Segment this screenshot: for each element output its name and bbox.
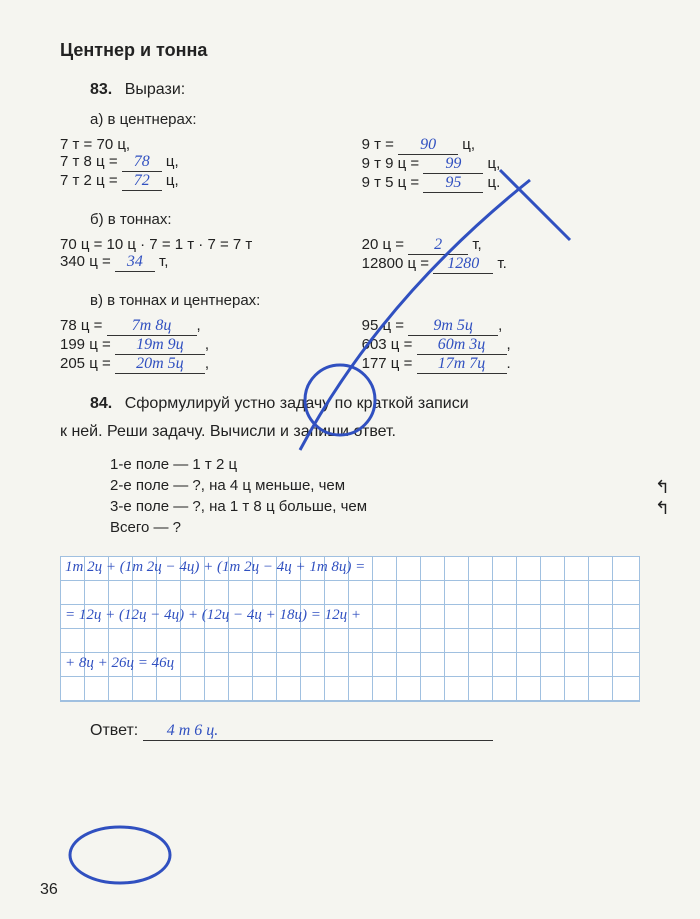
line-b-l0: 70 ц = 10 ц · 7 = 1 т · 7 = 7 т	[60, 236, 338, 253]
line-c-l0: 78 ц = 7т 8ц,	[60, 317, 338, 336]
line-b-r0: 20 ц = 2 т,	[362, 236, 640, 255]
line-c-l2: 205 ц = 20т 5ц,	[60, 355, 338, 374]
subtask-b: б) в тоннах:	[90, 211, 640, 228]
subtask-c: в) в тоннах и центнерах:	[90, 292, 640, 309]
line-c-r1: 603 ц = 60т 3ц,	[362, 336, 640, 355]
line-a-l2: 7 т 2 ц = 72 ц,	[60, 172, 338, 191]
line-c-l1: 199 ц = 19т 9ц,	[60, 336, 338, 355]
pen-circle	[60, 820, 180, 890]
answer-line: Ответ: 4 т 6 ц.	[90, 722, 640, 741]
answer-label: Ответ:	[90, 722, 138, 739]
arrow-icon: ↰	[655, 477, 670, 498]
line-c-r0: 95 ц = 9т 5ц,	[362, 317, 640, 336]
task-83-num: 83.	[90, 81, 112, 98]
field-4: Всего — ?	[110, 519, 640, 536]
answer-value: 4 т 6 ц.	[163, 722, 223, 740]
line-c-r2: 177 ц = 17т 7ц.	[362, 355, 640, 374]
arrow-icon: ↰	[655, 498, 670, 519]
line-b-r1: 12800 ц = 1280 т.	[362, 255, 640, 274]
task-83-header: 83. Вырази:	[90, 81, 640, 99]
line-a-r2: 9 т 5 ц = 95 ц.	[362, 174, 640, 193]
page-title: Центнер и тонна	[60, 40, 640, 61]
section-a: а) в центнерах: 7 т = 70 ц, 7 т 8 ц = 78…	[60, 111, 640, 193]
section-b: б) в тоннах: 70 ц = 10 ц · 7 = 1 т · 7 =…	[60, 211, 640, 274]
solution-grid: 1т 2ц + (1т 2ц − 4ц) + (1т 2ц − 4ц + 1т …	[60, 556, 640, 702]
line-a-r0: 9 т = 90 ц,	[362, 136, 640, 155]
grid-line-2: + 8ц + 26ц = 46ц	[65, 655, 174, 672]
grid-line-1: = 12ц + (12ц − 4ц) + (12ц − 4ц + 18ц) = …	[65, 607, 361, 624]
line-b-l1: 340 ц = 34 т,	[60, 253, 338, 272]
task-84-line1: 84. Сформулируй устно задачу по краткой …	[90, 392, 640, 416]
line-a-l0: 7 т = 70 ц,	[60, 136, 338, 153]
field-2: 2-е поле — ?, на 4 ц меньше, чем↰	[110, 477, 640, 494]
field-3: 3-е поле — ?, на 1 т 8 ц больше, чем↰	[110, 498, 640, 515]
task-84-line2: к ней. Реши задачу. Вычисли и запиши отв…	[60, 420, 640, 444]
field-1: 1-е поле — 1 т 2 ц	[110, 456, 640, 473]
section-c: в) в тоннах и центнерах: 78 ц = 7т 8ц, 1…	[60, 292, 640, 374]
page-number: 36	[40, 881, 58, 899]
task-83-label: Вырази:	[125, 81, 186, 98]
subtask-a: а) в центнерах:	[90, 111, 640, 128]
task-84-num: 84.	[90, 395, 112, 412]
grid-line-0: 1т 2ц + (1т 2ц − 4ц) + (1т 2ц − 4ц + 1т …	[65, 559, 365, 576]
line-a-l1: 7 т 8 ц = 78 ц,	[60, 153, 338, 172]
line-a-r1: 9 т 9 ц = 99 ц,	[362, 155, 640, 174]
